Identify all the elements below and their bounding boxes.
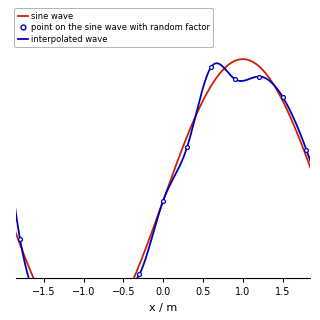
Legend: sine wave, point on the sine wave with random factor, interpolated wave: sine wave, point on the sine wave with r… [14, 8, 213, 47]
X-axis label: x / m: x / m [149, 303, 177, 313]
